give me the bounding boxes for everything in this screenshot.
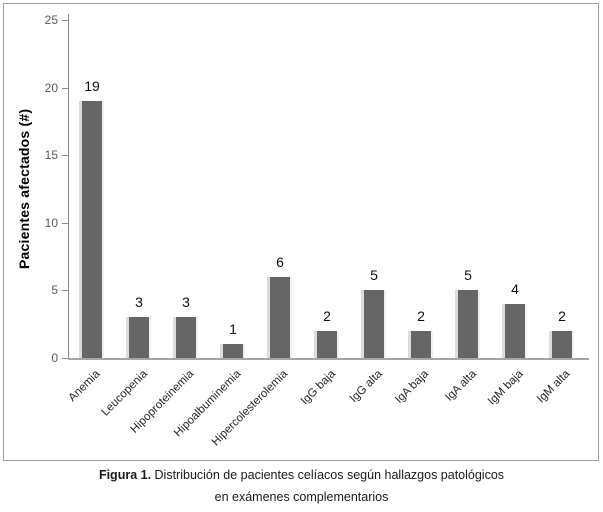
bar-value-label: 5 [464,267,472,283]
x-tick-label: IgA alta [442,368,479,404]
y-tick-mark [62,290,68,292]
figure-caption: Figura 1. Distribución de pacientes celí… [0,464,603,508]
figure-border-box: Pacientes afectados (#) 0 5 10 15 20 25 19 Anem… [3,3,599,461]
bar-value-label: 2 [323,308,331,324]
x-tick-label: IgM alta [535,368,573,406]
y-tick-label: 15 [44,148,58,163]
bar [458,290,478,358]
bar [317,331,337,358]
bar-value-label: 19 [84,78,100,94]
x-tick-label: IgM baja [485,368,526,408]
chart-plot-area: 0 5 10 15 20 25 19 Anemia 3 Leucopenia 3 Hipoprotei… [4,4,598,460]
caption-line-1: Figura 1. Distribución de pacientes celí… [0,464,603,486]
bar [364,290,384,358]
y-tick-label: 20 [44,80,58,95]
y-axis-line [68,14,69,358]
y-tick-mark [62,155,68,157]
x-tick-label: IgG baja [298,368,338,408]
y-tick-label: 5 [51,283,58,298]
bar [129,317,149,358]
y-tick-mark [62,222,68,224]
y-tick-mark [62,358,68,359]
y-tick-label: 10 [44,215,58,230]
bar [505,304,525,358]
bar [270,277,290,358]
y-tick-label: 25 [44,13,58,27]
bar-value-label: 3 [135,294,143,310]
y-tick-mark [62,87,68,89]
caption-text: Distribución de pacientes celíacos según… [151,468,505,482]
x-tick-label: IgA baja [393,368,432,406]
bar-value-label: 4 [511,281,519,297]
x-tick-label: Leucopenia [98,368,150,419]
x-tick-label: Anemia [66,368,103,405]
bar-value-label: 1 [229,321,237,337]
bar-value-label: 2 [558,308,566,324]
bar-value-label: 5 [370,267,378,283]
bar [176,317,196,358]
y-tick-mark [62,20,68,21]
x-tick-label: IgG alta [347,368,385,405]
caption-figure-label: Figura 1. [98,468,152,482]
y-tick-label: 0 [51,351,58,365]
bar-value-label: 6 [276,254,284,270]
x-axis-line [68,358,589,360]
bar [411,331,431,358]
bar-value-label: 3 [182,294,190,310]
caption-line-2: en exámenes complementarios [214,490,389,504]
bar-value-label: 2 [417,308,425,324]
bar [552,331,572,358]
bar [82,101,102,358]
bar [223,344,243,358]
